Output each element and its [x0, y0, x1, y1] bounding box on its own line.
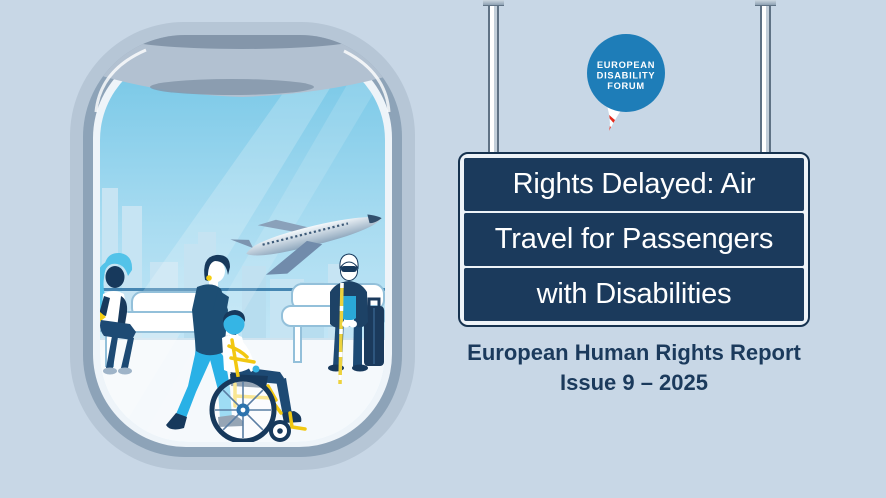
title-sign: Rights Delayed: Air Travel for Passenger… [458, 152, 810, 327]
hanger-rod-left-cap [483, 0, 504, 6]
title-panel: EUROPEAN DISABILITY FORUM Rights Delayed… [440, 0, 886, 498]
hanger-rod-right [760, 0, 771, 154]
edf-logo-text-line3: FORUM [607, 81, 645, 91]
report-subtitle-line1: European Human Rights Report [467, 340, 801, 365]
title-sign-line-3: with Disabilities [464, 268, 804, 321]
window-shade [83, 35, 402, 113]
blind-passenger-figure [328, 253, 368, 385]
edf-logo-circle [587, 34, 665, 112]
title-sign-line-2: Travel for Passengers [464, 213, 804, 266]
report-subtitle: European Human Rights Report Issue 9 – 2… [458, 338, 810, 397]
edf-logo-text-line2: DISABILITY [597, 71, 656, 81]
edf-logo-text-line1: EUROPEAN [597, 60, 655, 70]
wheelchair-icon [209, 338, 307, 442]
suitcase-icon [364, 297, 384, 366]
report-subtitle-line2: Issue 9 – 2025 [559, 369, 708, 395]
seated-woman-figure [100, 252, 136, 375]
title-sign-line-1: Rights Delayed: Air [464, 158, 804, 211]
edf-logo-stripes [587, 69, 625, 131]
airplane-icon [230, 214, 382, 275]
hanger-rod-right-cap [755, 0, 776, 6]
terminal-rail [100, 288, 385, 291]
edf-logo: EUROPEAN DISABILITY FORUM [587, 34, 665, 131]
porthole-illustration [70, 22, 415, 470]
hanger-rod-left [488, 0, 499, 154]
